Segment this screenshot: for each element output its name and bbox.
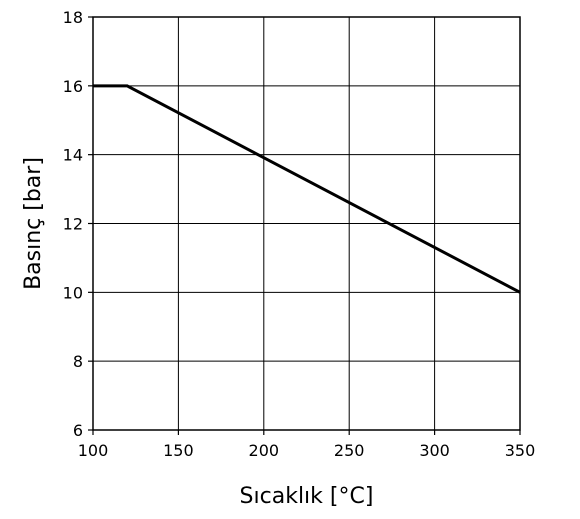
x-tick-label: 100	[78, 441, 109, 460]
grid	[92, 16, 521, 431]
y-tick-label: 6	[73, 421, 83, 440]
series-lines	[93, 84, 521, 294]
x-tick-label: 350	[505, 441, 536, 460]
series-line-0	[93, 84, 521, 294]
y-tick-label: 10	[63, 283, 83, 302]
x-tick-label: 200	[249, 441, 280, 460]
y-tick-label: 12	[63, 215, 83, 234]
y-tick-label: 16	[63, 77, 83, 96]
y-axis-title: Basınç [bar]	[21, 157, 46, 290]
x-tick-label: 250	[334, 441, 365, 460]
y-tick-label: 8	[73, 352, 83, 371]
x-axis-title: Sıcaklık [°C]	[240, 484, 374, 509]
x-tick-label: 300	[419, 441, 450, 460]
y-tick-label: 18	[63, 8, 83, 27]
y-tick-label: 14	[63, 146, 83, 165]
tick-labels: 100 150 200 250 300 350 6 8 10 12 14 16 18	[63, 8, 536, 460]
x-tick-label: 150	[163, 441, 194, 460]
